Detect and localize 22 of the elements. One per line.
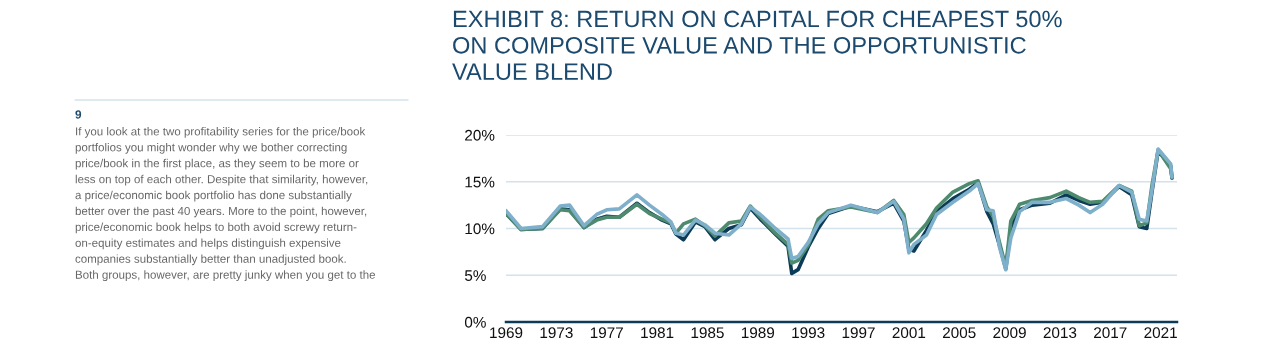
x-tick-label: 1997 — [842, 327, 875, 339]
y-tick-label: 0% — [464, 316, 486, 328]
y-tick-label: 5% — [464, 270, 486, 281]
x-tick-label: 2005 — [942, 327, 976, 339]
y-tick-label: 20% — [465, 129, 495, 141]
x-tick-label: 1977 — [590, 327, 623, 339]
x-tick-label: 2009 — [993, 327, 1026, 339]
x-tick-label: 1985 — [691, 327, 724, 339]
x-tick-label: 1981 — [641, 327, 674, 339]
x-tick-label: 2021 — [1144, 327, 1177, 339]
chart-title: EXHIBIT 8: RETURN ON CAPITAL FOR CHEAPEST 50% ON COMPOSITE VALUE AND THE OPPORTUNISTIC VALUE BLEND — [452, 10, 1062, 80]
x-tick-label: 2013 — [1043, 327, 1077, 339]
x-tick-label: 1973 — [540, 327, 573, 339]
x-tick-label: 1969 — [490, 327, 523, 339]
text: If you look at the two profitability series for the price/book portfolios you might wonder why we bother correcting price/book in the first place, as they seem to be more or less on top of each other. Despite that similarity, however, a price/economic book portfolio has done substantially better over the past 40 years. More to the point, however, price/economic book helps to both avoid screwy return- on-equity estimates and helps distinguish expensive companies substantially better than unadjusted book. Both groups, however, are pretty junky when you get to the — [75, 127, 376, 282]
x-tick-label: 2001 — [892, 327, 926, 339]
x-tick-label: 1989 — [741, 327, 775, 339]
text: 9 — [75, 110, 82, 119]
x-tick-label: 1993 — [792, 327, 825, 339]
y-tick-label: 15% — [465, 176, 495, 188]
x-tick-label: 2017 — [1094, 327, 1127, 339]
y-tick-label: 10% — [465, 223, 495, 235]
